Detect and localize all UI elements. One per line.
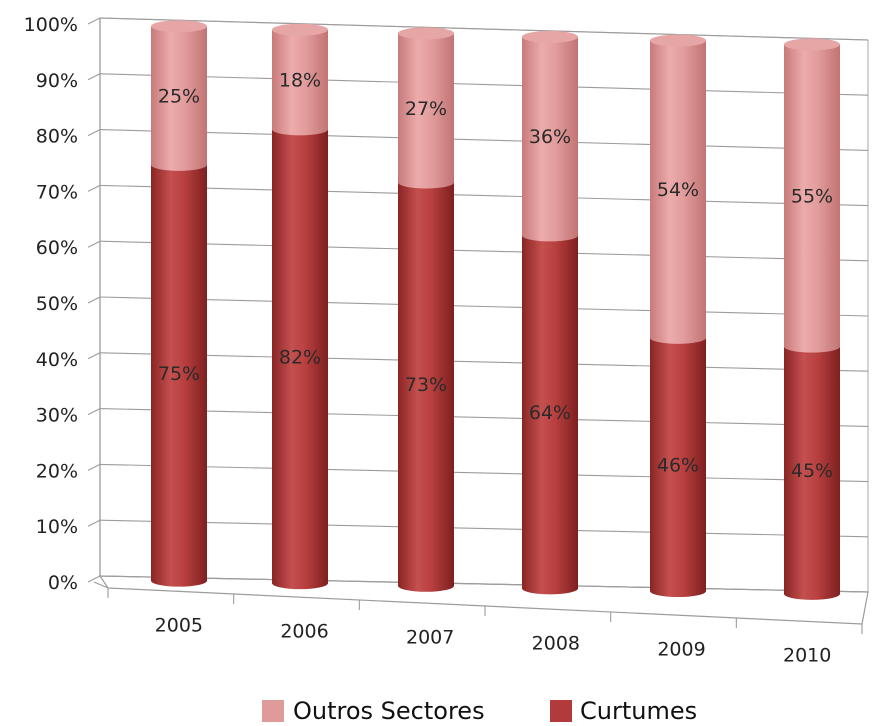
y-tick-label: 80% — [36, 126, 78, 148]
y-depth-tick — [87, 240, 101, 248]
y-tick-label: 90% — [36, 70, 78, 92]
bar-curtumes — [522, 235, 578, 595]
y-depth-tick — [87, 408, 101, 416]
x-tick-label: 2010 — [783, 644, 831, 666]
bar-top-cap — [784, 38, 840, 51]
data-label-outros-sectores: 36% — [529, 126, 571, 148]
data-label-curtumes: 75% — [158, 363, 200, 385]
bar-curtumes — [151, 164, 207, 587]
floor-edge — [93, 581, 109, 589]
bar-outros-sectores — [272, 29, 328, 136]
bar-top-cap — [650, 34, 706, 47]
bar-layer — [151, 20, 840, 600]
y-depth-tick — [87, 575, 101, 583]
y-depth-tick — [87, 519, 101, 527]
back-wall — [99, 17, 869, 593]
y-depth-tick — [87, 184, 101, 192]
legend-swatch-outros-sectores — [262, 700, 284, 722]
gridline — [99, 296, 869, 317]
gridline — [99, 184, 869, 207]
y-depth-tick — [87, 73, 101, 81]
data-label-curtumes: 82% — [279, 346, 321, 368]
bar-outros-sectores — [522, 36, 578, 242]
data-label-outros-sectores: 27% — [405, 98, 447, 120]
y-tick-label: 60% — [36, 237, 78, 259]
legend-swatch-curtumes — [550, 700, 572, 722]
bar-top-cap — [522, 30, 578, 43]
data-label-outros-sectores: 18% — [279, 70, 321, 92]
data-label-curtumes: 73% — [405, 374, 447, 396]
y-tick-label: 0% — [48, 572, 78, 594]
label-layer: 75% 25% 82% 18% 73% 27% 64% 36% 46% 54% 45% 55% — [158, 70, 833, 483]
bar-top-cap — [272, 23, 328, 36]
bar-outros-sectores — [151, 26, 207, 171]
y-depth-tick — [87, 296, 101, 304]
legend: Outros Sectores Curtumes — [262, 697, 697, 725]
bar-curtumes — [784, 346, 840, 600]
axis-layer: 0% 10% 20% 30% 40% 50% 60% 70% 80% 90% 100% 2005 200… — [24, 14, 869, 666]
data-label-outros-sectores: 55% — [791, 185, 833, 207]
y-depth-tick — [87, 17, 101, 25]
gridline — [99, 17, 869, 41]
gridline — [99, 408, 869, 427]
bar-outros-sectores — [650, 40, 706, 344]
bar-top-cap — [151, 20, 207, 33]
gridline — [99, 240, 869, 262]
x-tick-label: 2007 — [406, 626, 454, 648]
y-tick-label: 70% — [36, 181, 78, 203]
x-tick-label: 2006 — [280, 620, 328, 642]
y-depth-tick — [87, 352, 101, 360]
gridline — [99, 129, 869, 151]
gridline — [99, 352, 869, 372]
bar-outros-sectores — [398, 33, 454, 189]
x-tick-label: 2008 — [532, 632, 580, 654]
y-depth-tick — [87, 463, 101, 471]
y-tick-label: 30% — [36, 405, 78, 427]
bar-outros-sectores — [784, 44, 840, 353]
legend-label-outros-sectores: Outros Sectores — [293, 697, 485, 725]
data-label-outros-sectores: 25% — [158, 86, 200, 108]
x-tick-label: 2009 — [657, 638, 705, 660]
bar-curtumes — [650, 337, 706, 598]
gridline — [99, 519, 869, 538]
data-label-outros-sectores: 54% — [657, 179, 699, 201]
bar-curtumes — [398, 182, 454, 592]
x-tick-label: 2005 — [155, 614, 203, 636]
data-label-curtumes: 46% — [657, 454, 699, 476]
bar-curtumes — [272, 129, 328, 590]
y-tick-label: 10% — [36, 516, 78, 538]
gridline — [99, 73, 869, 96]
bar-top-cap — [398, 27, 454, 40]
y-tick-label: 20% — [36, 460, 78, 482]
y-tick-label: 100% — [24, 14, 78, 36]
gridline — [99, 463, 869, 483]
data-label-curtumes: 45% — [791, 460, 833, 482]
y-tick-label: 40% — [36, 349, 78, 371]
y-depth-tick — [87, 129, 101, 137]
data-label-curtumes: 64% — [529, 402, 571, 424]
legend-label-curtumes: Curtumes — [580, 697, 697, 725]
y-tick-label: 50% — [36, 293, 78, 315]
